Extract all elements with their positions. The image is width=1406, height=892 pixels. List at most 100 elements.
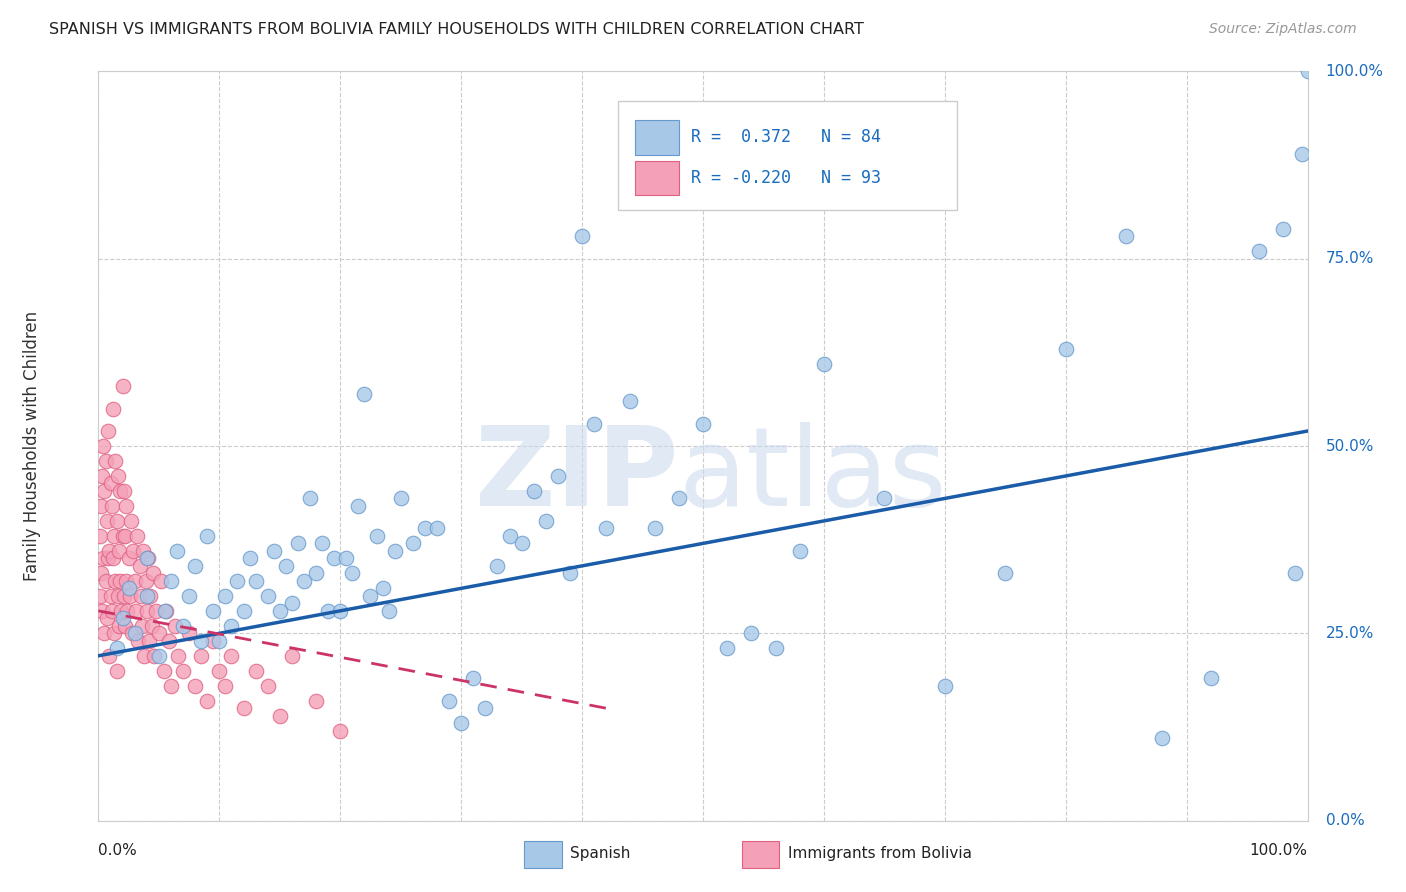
Point bbox=[263, 544, 285, 558]
Point bbox=[125, 604, 148, 618]
Point bbox=[138, 633, 160, 648]
Point bbox=[413, 521, 436, 535]
Text: R = -0.220   N = 93: R = -0.220 N = 93 bbox=[690, 169, 882, 187]
Point bbox=[96, 514, 118, 528]
Point bbox=[179, 626, 201, 640]
Point bbox=[124, 574, 146, 588]
Point bbox=[118, 551, 141, 566]
Point bbox=[108, 619, 131, 633]
Text: R =  0.372   N = 84: R = 0.372 N = 84 bbox=[690, 128, 882, 146]
Point bbox=[281, 648, 304, 663]
Point bbox=[111, 529, 134, 543]
Point bbox=[347, 499, 370, 513]
Text: 75.0%: 75.0% bbox=[1326, 252, 1374, 266]
Point bbox=[148, 626, 170, 640]
Point bbox=[122, 544, 145, 558]
Point bbox=[292, 574, 315, 588]
Point bbox=[111, 379, 134, 393]
Point bbox=[160, 574, 183, 588]
Point bbox=[98, 544, 121, 558]
Point bbox=[1249, 244, 1271, 259]
Point bbox=[195, 529, 218, 543]
Text: 0.0%: 0.0% bbox=[98, 843, 138, 858]
FancyBboxPatch shape bbox=[524, 841, 561, 868]
Point bbox=[644, 521, 666, 535]
Point bbox=[114, 529, 136, 543]
Point bbox=[813, 357, 835, 371]
Point bbox=[139, 589, 162, 603]
Point bbox=[107, 589, 129, 603]
Point bbox=[142, 566, 165, 581]
Point bbox=[195, 694, 218, 708]
Point bbox=[371, 582, 394, 596]
Point bbox=[994, 566, 1017, 581]
Point bbox=[1272, 221, 1295, 235]
Text: 0.0%: 0.0% bbox=[1326, 814, 1364, 828]
Point bbox=[157, 633, 180, 648]
Point bbox=[583, 417, 606, 431]
Point bbox=[132, 544, 155, 558]
Point bbox=[110, 604, 132, 618]
Point bbox=[94, 454, 117, 468]
Point bbox=[329, 604, 352, 618]
Point bbox=[89, 589, 111, 603]
Point bbox=[135, 604, 157, 618]
Point bbox=[221, 619, 243, 633]
Point bbox=[232, 701, 254, 715]
Point bbox=[98, 648, 121, 663]
Point bbox=[214, 589, 236, 603]
Point bbox=[534, 514, 557, 528]
Point bbox=[129, 589, 152, 603]
Point bbox=[100, 604, 122, 618]
Point bbox=[136, 551, 159, 566]
Point bbox=[90, 499, 112, 513]
Point bbox=[184, 679, 207, 693]
Point bbox=[402, 536, 425, 550]
Point bbox=[141, 619, 163, 633]
Text: ZIP: ZIP bbox=[475, 423, 679, 530]
Point bbox=[115, 574, 138, 588]
Point bbox=[256, 679, 278, 693]
Point bbox=[108, 544, 131, 558]
FancyBboxPatch shape bbox=[636, 120, 679, 154]
Point bbox=[152, 664, 174, 678]
Point bbox=[692, 417, 714, 431]
Point bbox=[335, 551, 357, 566]
Point bbox=[934, 679, 956, 693]
Point bbox=[104, 574, 127, 588]
Point bbox=[377, 604, 399, 618]
Point bbox=[131, 619, 153, 633]
Point bbox=[523, 483, 546, 498]
Point bbox=[112, 483, 135, 498]
Point bbox=[1152, 731, 1174, 746]
Point bbox=[93, 626, 115, 640]
Point bbox=[323, 551, 346, 566]
Point bbox=[120, 514, 142, 528]
Point bbox=[1199, 671, 1222, 685]
Point bbox=[90, 566, 112, 581]
Point bbox=[167, 648, 190, 663]
Point bbox=[117, 604, 139, 618]
Point bbox=[202, 604, 225, 618]
Point bbox=[103, 529, 125, 543]
Point bbox=[103, 626, 125, 640]
Point bbox=[269, 708, 291, 723]
Point bbox=[353, 386, 375, 401]
Point bbox=[91, 604, 114, 618]
Point bbox=[153, 604, 176, 618]
Point bbox=[111, 611, 134, 625]
Point bbox=[202, 633, 225, 648]
Point bbox=[558, 566, 581, 581]
Point bbox=[287, 536, 309, 550]
Text: atlas: atlas bbox=[679, 423, 948, 530]
Text: Family Households with Children: Family Households with Children bbox=[22, 311, 41, 581]
Point bbox=[305, 566, 328, 581]
Point bbox=[190, 633, 212, 648]
Point bbox=[256, 589, 278, 603]
Point bbox=[437, 694, 460, 708]
Point bbox=[105, 664, 128, 678]
Point bbox=[134, 648, 156, 663]
Point bbox=[89, 529, 111, 543]
Point bbox=[389, 491, 412, 506]
Point bbox=[1115, 229, 1137, 244]
